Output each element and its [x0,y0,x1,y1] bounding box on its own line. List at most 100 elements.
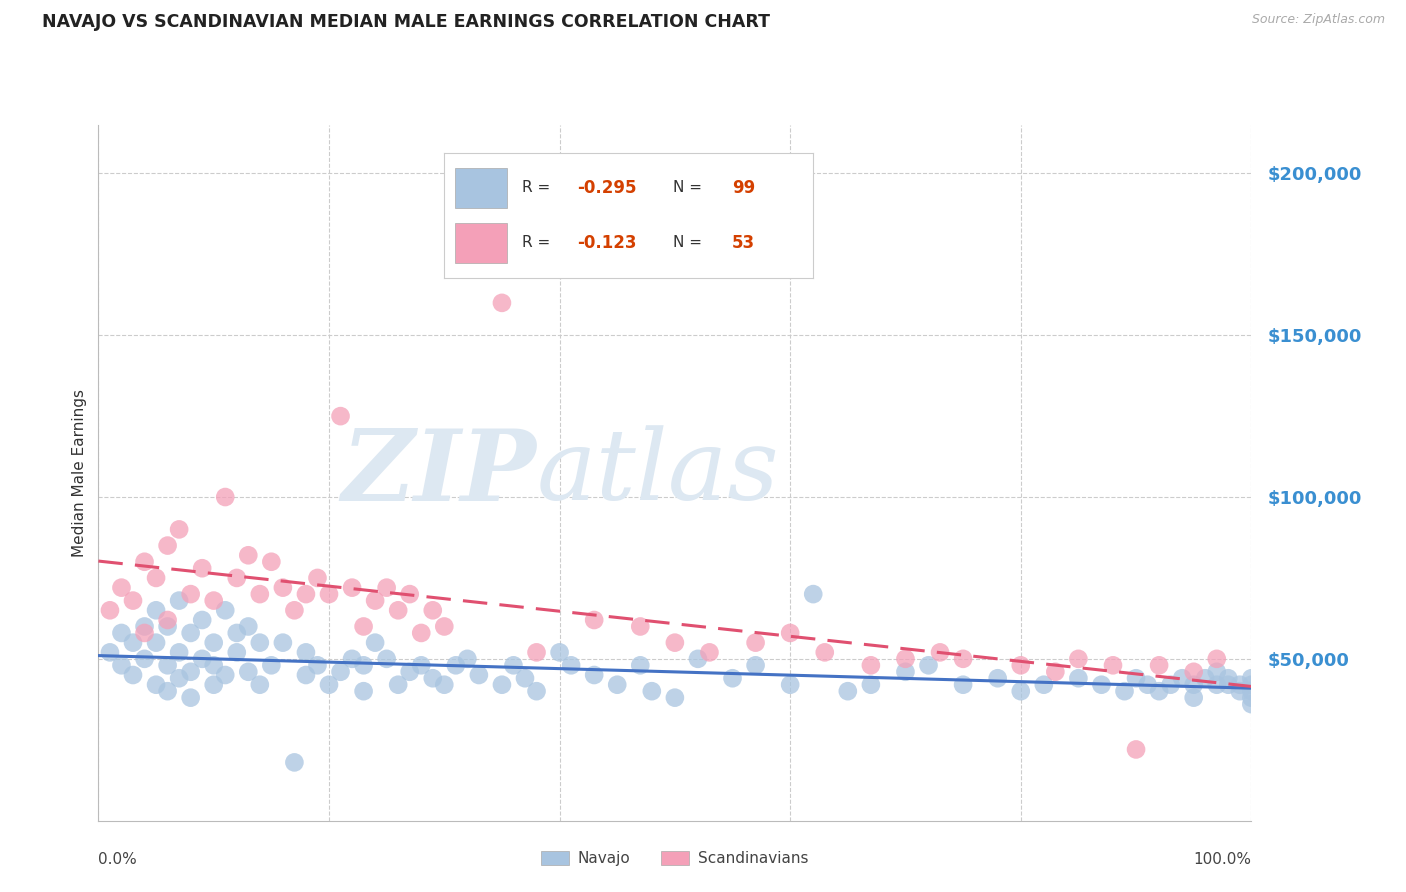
Point [628,619,651,633]
Point [145,635,167,649]
Text: atlas: atlas [537,425,779,520]
Point [1010,658,1032,673]
Point [1102,658,1125,673]
Point [167,645,190,659]
Point [422,671,444,685]
Point [167,593,190,607]
Text: R =: R = [522,180,555,195]
Point [271,581,294,595]
Point [411,626,433,640]
Point [134,626,156,640]
Text: N =: N = [673,235,707,251]
Legend: Navajo, Scandinavians: Navajo, Scandinavians [536,845,814,872]
Point [491,296,513,310]
Point [1240,697,1263,711]
Point [122,635,145,649]
Bar [456,223,508,263]
Point [156,658,179,673]
Point [987,671,1010,685]
Point [1147,658,1170,673]
Point [456,652,478,666]
Point [1136,678,1159,692]
Point [1218,671,1240,685]
Point [801,587,824,601]
Point [628,658,651,673]
Point [295,645,318,659]
Point [180,626,202,640]
Point [560,658,582,673]
Point [583,613,606,627]
Point [260,658,283,673]
Point [249,678,271,692]
Point [526,684,548,698]
Point [202,658,225,673]
Point [271,635,294,649]
Point [814,645,837,659]
Point [225,571,247,585]
Point [583,668,606,682]
Point [98,603,121,617]
Point [249,587,271,601]
Point [398,587,420,601]
Point [375,581,398,595]
Point [422,603,444,617]
Point [894,665,917,679]
Point [214,668,236,682]
Point [340,652,363,666]
Point [779,626,801,640]
Point [468,668,491,682]
Point [1032,678,1054,692]
Point [641,684,664,698]
Point [444,658,467,673]
Text: 100.0%: 100.0% [1194,852,1251,867]
Text: ZIP: ZIP [342,425,537,521]
Point [98,645,121,659]
Point [1182,665,1205,679]
Point [110,581,132,595]
Point [1240,684,1263,698]
Point [894,652,917,666]
Point [1010,684,1032,698]
Point [1240,678,1263,692]
Point [398,665,420,679]
Point [167,522,190,536]
Text: 53: 53 [733,234,755,252]
Point [664,690,686,705]
Point [1125,671,1147,685]
Point [952,678,974,692]
Point [859,658,882,673]
Text: -0.123: -0.123 [576,234,637,252]
Point [686,652,709,666]
Point [1182,678,1205,692]
Point [387,678,409,692]
Point [191,561,214,575]
Point [1160,678,1182,692]
Point [307,571,329,585]
Point [1067,652,1090,666]
Point [202,678,225,692]
Point [491,678,513,692]
Point [433,619,456,633]
Text: 0.0%: 0.0% [98,852,138,867]
Point [1045,665,1067,679]
Point [134,619,156,633]
Point [122,593,145,607]
Point [110,626,132,640]
Point [1067,671,1090,685]
Point [353,684,375,698]
Point [167,671,190,685]
Point [180,587,202,601]
Point [191,652,214,666]
Text: R =: R = [522,235,555,251]
Point [1125,742,1147,756]
Point [156,613,179,627]
Point [364,593,387,607]
Point [433,678,456,692]
Point [1205,652,1227,666]
Text: 99: 99 [733,178,755,197]
Point [122,668,145,682]
Point [1229,678,1251,692]
Point [929,645,952,659]
Point [134,555,156,569]
Point [1182,690,1205,705]
